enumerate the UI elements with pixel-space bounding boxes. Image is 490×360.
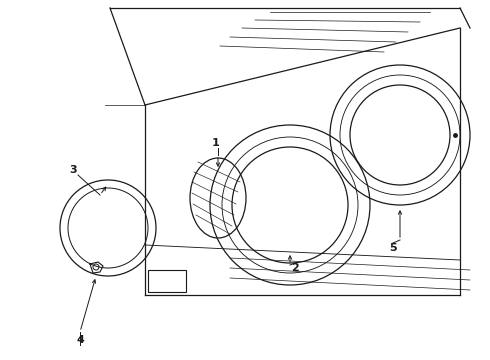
Text: 3: 3	[69, 165, 77, 175]
Text: 5: 5	[389, 243, 397, 253]
Text: 4: 4	[76, 335, 84, 345]
Bar	[148, 270, 186, 292]
Text: 1: 1	[212, 138, 220, 148]
Text: 2: 2	[291, 263, 299, 273]
